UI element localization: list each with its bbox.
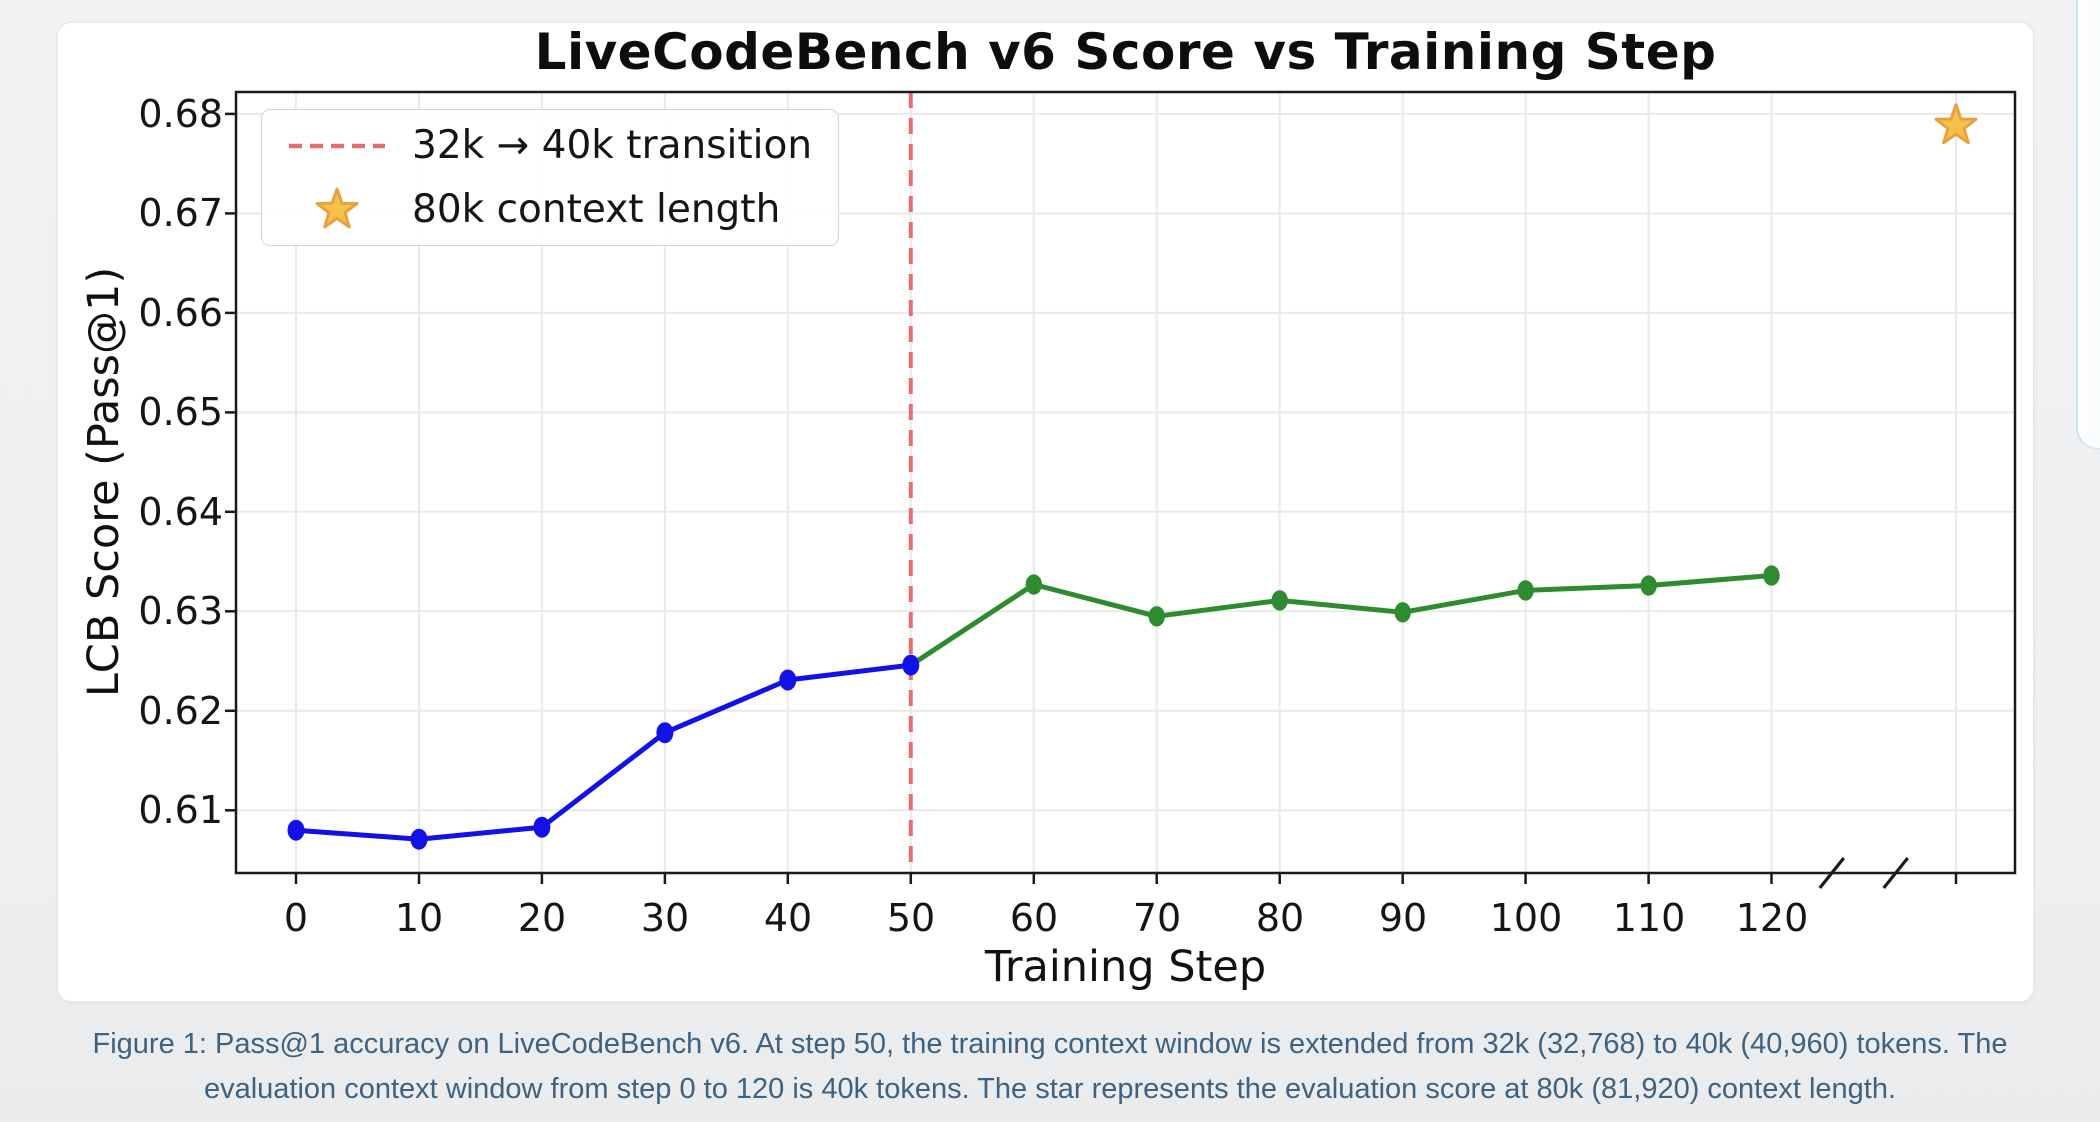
x-tick-label: 60	[1009, 896, 1059, 940]
blue-data-point	[533, 816, 551, 838]
blue-data-point	[287, 819, 305, 841]
legend-label-star: 80k context length	[412, 186, 781, 232]
x-tick-label: 80	[1255, 896, 1305, 940]
axis-break-mark	[1818, 857, 1846, 889]
x-tick-label: 110	[1612, 896, 1686, 940]
x-axis-label: Training Step	[984, 942, 1267, 992]
x-tick-label: 30	[640, 896, 690, 940]
figure-caption-line2: evaluation context window from step 0 to…	[203, 1073, 1897, 1105]
y-tick-label: 0.61	[138, 788, 223, 832]
x-tick-label: 10	[394, 896, 444, 940]
y-axis-label: LCB Score (Pass@1)	[79, 266, 129, 698]
star-icon	[262, 184, 412, 234]
x-tick-label: 40	[763, 896, 813, 940]
figure-card: LiveCodeBench v6 Score vs Training Step …	[57, 22, 2034, 1002]
green-data-point	[1640, 575, 1657, 596]
plot-border	[234, 90, 2017, 875]
green-series-line	[908, 573, 1774, 668]
figure-caption-line1: Figure 1: Pass@1 accuracy on LiveCodeBen…	[92, 1028, 2008, 1060]
green-data-point	[1763, 565, 1780, 586]
legend-row-transition: 32k → 40k transition	[262, 116, 838, 176]
blue-data-point	[656, 722, 674, 744]
green-data-point	[1394, 602, 1411, 623]
chart-title: LiveCodeBench v6 Score vs Training Step	[534, 23, 1717, 81]
green-data-point	[1271, 590, 1288, 611]
x-tick-label: 100	[1489, 896, 1563, 940]
x-tick-label: 0	[283, 896, 309, 940]
blue-series-line	[293, 662, 914, 842]
x-tick-label: 50	[886, 896, 936, 940]
right-edge-panel	[2076, 0, 2100, 450]
legend-row-star: 80k context length	[262, 179, 838, 239]
green-data-point	[1025, 574, 1042, 595]
blue-data-point	[902, 654, 920, 676]
legend-label-transition: 32k → 40k transition	[412, 123, 813, 169]
x-tick-label: 70	[1132, 896, 1182, 940]
blue-data-point	[410, 828, 428, 850]
x-tick-label: 90	[1378, 896, 1428, 940]
dashed-line-icon	[262, 142, 412, 150]
green-data-point	[1517, 580, 1534, 601]
axis-break-mark	[1882, 857, 1909, 889]
figure-caption: Figure 1: Pass@1 accuracy on LiveCodeBen…	[0, 1022, 2100, 1112]
y-tick-label: 0.68	[138, 92, 223, 136]
x-tick-label: 20	[517, 896, 567, 940]
legend: 32k → 40k transition 80k context length	[261, 109, 839, 246]
blue-data-point	[779, 669, 797, 691]
x-tick-label: 120	[1735, 896, 1809, 940]
y-tick-label: 0.67	[138, 191, 223, 235]
star-marker	[1934, 103, 1978, 145]
green-data-point	[1148, 606, 1165, 627]
